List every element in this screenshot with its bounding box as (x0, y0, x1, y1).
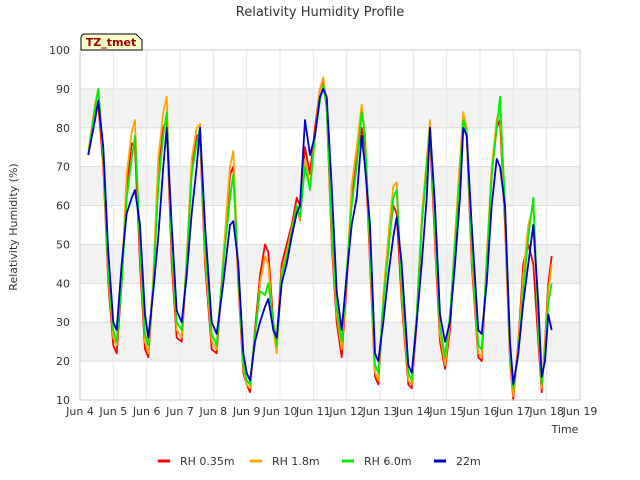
legend-label: RH 6.0m (364, 455, 412, 468)
x-tick-label: Jun 10 (262, 405, 298, 418)
plot-frame (79, 49, 581, 401)
y-tick-label: 10 (56, 394, 70, 407)
x-tick-label: Jun 7 (165, 405, 194, 418)
x-tick-label: Jun 6 (132, 405, 161, 418)
y-tick-label: 40 (56, 277, 70, 290)
x-tick-label: Jun 5 (98, 405, 127, 418)
y-tick-label: 60 (56, 200, 70, 213)
plot-border (79, 49, 581, 401)
y-tick-label: 30 (56, 316, 70, 329)
x-tick-label: Jun 14 (395, 405, 431, 418)
x-tick-label: Jun 19 (562, 405, 598, 418)
series-line-rh-1-8m (87, 76, 553, 397)
site-badge-label: TZ_tmet (86, 36, 136, 49)
x-tick-label: Jun 13 (362, 405, 398, 418)
background-band (80, 322, 580, 362)
series-line-rh-6-0m (87, 84, 553, 390)
site-badge: TZ_tmet (80, 33, 143, 51)
y-tick-label: 50 (56, 238, 70, 251)
x-tick-label: Jun 17 (495, 405, 531, 418)
x-tick-label: Jun 15 (428, 405, 464, 418)
series-lines (87, 76, 553, 401)
x-tick-label: Jun 8 (198, 405, 227, 418)
x-tick-label: Jun 12 (328, 405, 364, 418)
legend-label: 22m (456, 455, 481, 468)
y-tick-label: 20 (56, 355, 70, 368)
y-tick-label: 100 (49, 44, 70, 57)
legend-label: RH 0.35m (180, 455, 235, 468)
y-tick-label: 90 (56, 83, 70, 96)
site-badge-box (80, 33, 143, 51)
background-band (80, 244, 580, 284)
x-tick-label: Jun 9 (232, 405, 261, 418)
x-tick-label: Jun 16 (462, 405, 498, 418)
legend: RH 0.35m RH 1.8m RH 6.0m 22m (158, 455, 481, 468)
y-tick-labels: 10 20 30 40 50 60 70 80 90 100 (49, 44, 70, 407)
y-tick-label: 70 (56, 161, 70, 174)
y-axis-label: Relativity Humidity (%) (7, 163, 20, 290)
x-tick-labels: Jun 4 Jun 5 Jun 6 Jun 7 Jun 8 Jun 9 Jun 10Jun … (65, 405, 597, 418)
series-line-22m (87, 88, 553, 386)
y-tick-label: 80 (56, 122, 70, 135)
x-axis-label: Time (551, 423, 579, 436)
chart-title: Relativity Humidity Profile (236, 5, 404, 20)
x-tick-label: Jun 11 (295, 405, 331, 418)
x-tick-label: Jun 4 (65, 405, 94, 418)
x-tick-label: Jun 18 (528, 405, 564, 418)
background-band (80, 88, 580, 128)
legend-label: RH 1.8m (272, 455, 320, 468)
